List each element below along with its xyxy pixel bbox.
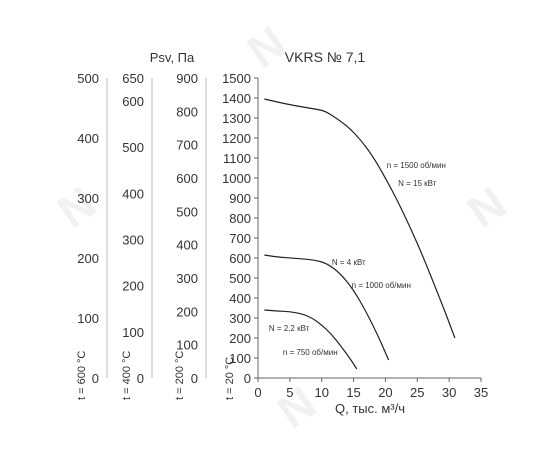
y-tick-label: 400 <box>229 291 251 306</box>
temperature-axis-label: t = 20 °C <box>224 357 236 400</box>
x-tick-label: 35 <box>474 385 488 400</box>
performance-curve-2 <box>264 254 390 361</box>
performance-curves <box>264 98 456 370</box>
x-tick-label: 30 <box>442 385 456 400</box>
temperature-axis-label: t = 600 °C <box>76 351 88 400</box>
temperature-axes: 0 100 200 300 400 500 t = 600 °C 0 100 200 300 400 5… <box>76 71 236 400</box>
temperature-tick-label: 200 <box>122 279 144 294</box>
temperature-tick-label: 500 <box>176 204 198 219</box>
x-tick-label: 10 <box>314 385 328 400</box>
temperature-tick-label: 300 <box>122 233 144 248</box>
temperature-tick-label: 400 <box>77 131 99 146</box>
y-tick-label: 1200 <box>222 131 251 146</box>
x-tick-label: 0 <box>254 385 261 400</box>
performance-curve-1 <box>264 98 456 339</box>
y-tick-label: 1500 <box>222 71 251 86</box>
curve-annotation: N = 2,2 кВт <box>269 324 310 333</box>
curve-annotation: n = 750 об/мин <box>283 348 338 357</box>
y-tick-label: 300 <box>229 311 251 326</box>
y-tick-label: 0 <box>244 371 251 386</box>
y-axis-title: Psv, Па <box>150 50 195 65</box>
temperature-axis-label: t = 400 °C <box>121 351 133 400</box>
performance-curve-3 <box>264 309 358 370</box>
temperature-tick-label: 300 <box>176 271 198 286</box>
curve-annotation: n = 1500 об/мин <box>387 161 446 170</box>
temperature-axis-label: t = 200 °C <box>174 351 186 400</box>
y-tick-label: 1300 <box>222 111 251 126</box>
temperature-tick-label: 100 <box>77 311 99 326</box>
temperature-tick-label: 900 <box>176 71 198 86</box>
temperature-tick-label: 300 <box>77 191 99 206</box>
y-tick-label: 600 <box>229 251 251 266</box>
x-tick-label: 5 <box>286 385 293 400</box>
temperature-tick-label: 650 <box>122 71 144 86</box>
y-tick-label: 200 <box>229 331 251 346</box>
y-tick-label: 500 <box>229 271 251 286</box>
temperature-tick-label: 600 <box>176 171 198 186</box>
temperature-tick-label: 100 <box>122 325 144 340</box>
y-tick-label: 100 <box>229 351 251 366</box>
curve-annotation: N = 4 кВт <box>332 258 366 267</box>
temperature-tick-label: 0 <box>191 371 198 386</box>
curve-annotations: n = 1500 об/мин N = 15 кВт N = 4 кВт n = 10… <box>269 161 446 357</box>
x-tick-label: 15 <box>346 385 360 400</box>
curve-annotation: n = 1000 об/мин <box>352 281 411 290</box>
temperature-tick-label: 400 <box>176 238 198 253</box>
temperature-tick-label: 600 <box>122 94 144 109</box>
y-tick-label: 800 <box>229 211 251 226</box>
curve-annotation: N = 15 кВт <box>398 179 437 188</box>
temperature-tick-label: 200 <box>77 251 99 266</box>
chart-title: VKRS № 7,1 <box>285 49 366 65</box>
y-tick-label: 1400 <box>222 91 251 106</box>
temperature-tick-label: 100 <box>176 338 198 353</box>
temperature-tick-label: 500 <box>77 71 99 86</box>
temperature-tick-label: 800 <box>176 104 198 119</box>
x-tick-label: 20 <box>378 385 392 400</box>
y-tick-label: 1100 <box>223 151 251 166</box>
y-tick-label: 900 <box>229 191 251 206</box>
x-tick-label: 25 <box>410 385 424 400</box>
temperature-tick-label: 500 <box>122 140 144 155</box>
y-tick-label: 1000 <box>222 171 251 186</box>
temperature-tick-label: 0 <box>92 371 99 386</box>
x-axis-title: Q, тыс. м³/ч <box>335 401 405 416</box>
y-tick-label: 700 <box>229 231 251 246</box>
temperature-tick-label: 700 <box>176 138 198 153</box>
temperature-tick-label: 200 <box>176 304 198 319</box>
main-axes: 0100200300400500600700800900100011001200… <box>222 71 488 400</box>
temperature-tick-label: 400 <box>122 186 144 201</box>
temperature-tick-label: 0 <box>137 371 144 386</box>
